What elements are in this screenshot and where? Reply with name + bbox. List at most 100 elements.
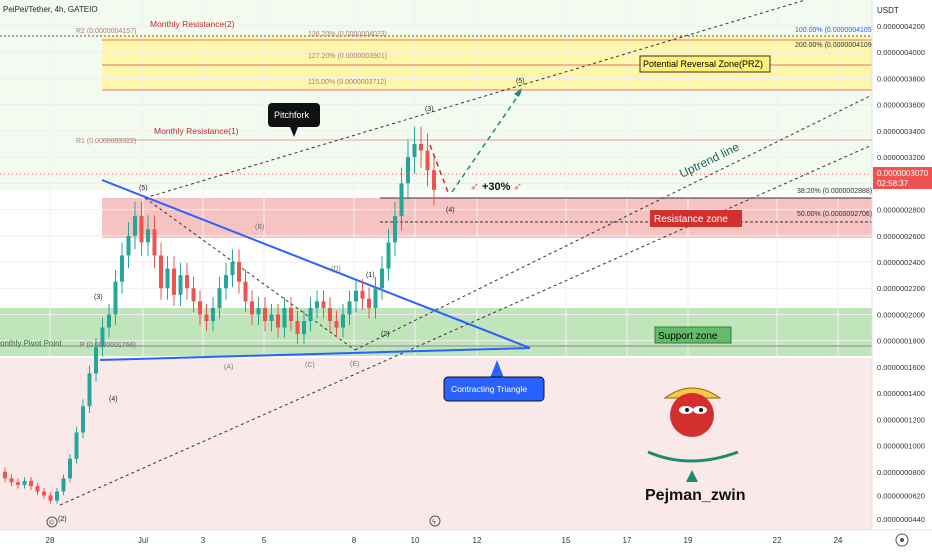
settings-icon[interactable] — [895, 533, 909, 547]
candle — [360, 290, 365, 299]
candle — [204, 314, 209, 322]
wave-label: (2) — [381, 331, 390, 338]
price-tick-label: 0.0000003800 — [877, 74, 925, 83]
support-zone-callout[interactable]: Support zone — [654, 326, 732, 344]
candle — [419, 144, 423, 151]
wave-labels: (2) (3) (4) (5) (A) (B) (C) (D) (E) (1) … — [58, 78, 525, 523]
candle — [152, 229, 157, 256]
candle — [29, 480, 33, 487]
time-tick-label: 19 — [684, 536, 693, 545]
svg-text:©: © — [49, 519, 55, 527]
candle — [230, 262, 235, 276]
wave-label: (5) — [139, 185, 148, 192]
candle — [354, 290, 358, 302]
pitchfork-lines — [59, 0, 873, 506]
fib-382-label: 38.20% (0.0000002888) — [797, 188, 872, 195]
resistance-zone-text: Resistance zone — [654, 214, 728, 225]
prz-callout[interactable]: Potential Reversal Zone(PRZ) — [639, 55, 771, 73]
candle — [3, 471, 7, 479]
pitchfork-text: Pitchfork — [274, 110, 310, 120]
candle — [22, 480, 27, 485]
price-tick-label: 0.0000001600 — [877, 363, 925, 372]
tradingview-icon[interactable]: © — [46, 516, 58, 528]
candles — [0, 126, 872, 504]
level-labels: R2 (0.0000004157) Monthly Resistance(2) … — [0, 19, 874, 349]
r1-name: Monthly Resistance(1) — [154, 126, 239, 136]
candle — [81, 406, 85, 433]
time-tick-label: 22 — [773, 536, 782, 545]
candle — [263, 307, 267, 322]
candle — [276, 314, 280, 328]
candle — [334, 321, 339, 328]
candle — [165, 268, 170, 289]
candle — [35, 486, 40, 492]
candle — [347, 301, 352, 315]
time-tick-label: 10 — [411, 536, 420, 545]
candle — [308, 307, 313, 322]
fib-115-label: 115.00% (0.0000003712) — [308, 79, 387, 86]
replay-icon[interactable]: ϟ — [429, 515, 441, 527]
price-tick-label: 0.0000001200 — [877, 415, 925, 424]
price-tick-label: 0.0000003600 — [877, 101, 925, 110]
candle — [302, 321, 306, 335]
candle — [126, 235, 131, 256]
time-tick-label: Jul — [138, 536, 148, 545]
candle — [139, 216, 144, 243]
face-shape — [670, 393, 714, 437]
author-logo: Pejman_zwin — [645, 387, 745, 504]
wave-label: (A) — [224, 364, 233, 371]
resistance-zone-callout[interactable]: Resistance zone — [650, 210, 742, 227]
price-tick-label: 0.0000003400 — [877, 127, 925, 136]
candle — [399, 183, 404, 217]
wave-label: (3) — [94, 294, 103, 301]
candle — [211, 307, 215, 322]
candle — [42, 491, 46, 496]
candle — [432, 170, 436, 190]
price-tick-label: 0.0000000440 — [877, 515, 925, 524]
grid — [0, 0, 872, 530]
price-tick-label: 0.0000001400 — [877, 389, 925, 398]
price-tick-label: 0.0000003200 — [877, 153, 925, 162]
candle — [9, 478, 14, 483]
time-tick-label: 5 — [262, 536, 267, 545]
symbol-title[interactable]: PeiPei/Tether, 4h, GATEIO — [3, 5, 98, 14]
time-tick-label: 24 — [834, 536, 843, 545]
lower-background — [0, 358, 872, 530]
wave-label: (2) — [58, 516, 67, 523]
wave-label: (C) — [305, 362, 315, 369]
candle — [120, 255, 124, 282]
time-axis[interactable] — [0, 530, 932, 550]
projection-arrows — [429, 88, 523, 193]
candle — [159, 255, 163, 289]
candle — [178, 275, 183, 295]
wave-label: (5) — [516, 78, 525, 85]
candle — [87, 373, 92, 407]
wave-label: (E) — [350, 361, 359, 368]
triangle-callout[interactable]: Contracting Triangle — [443, 360, 545, 402]
candle — [295, 321, 300, 335]
candle — [146, 229, 150, 243]
candle — [269, 314, 274, 322]
price-tick-label: 0.0000004200 — [877, 22, 925, 31]
candle — [386, 242, 391, 269]
candle — [94, 347, 98, 374]
price-tick-label: 0.0000000620 — [877, 491, 925, 500]
rocket-right-icon: ➶ — [513, 181, 522, 193]
rocket-left-icon: ➶ — [470, 181, 479, 193]
candle — [373, 288, 378, 308]
candle — [328, 307, 332, 322]
price-tick-label: 0.0000002000 — [877, 310, 925, 319]
candle — [321, 301, 326, 308]
pitchfork-callout[interactable]: Pitchfork — [268, 103, 320, 137]
svg-text:ϟ: ϟ — [432, 519, 436, 526]
time-tick-labels: 28 Jul 3 5 8 10 12 15 17 19 22 24 — [46, 536, 843, 545]
candle — [289, 307, 293, 322]
time-tick-label: 17 — [623, 536, 632, 545]
fib-50-label: 50.00% (0.0000002706) — [797, 211, 872, 218]
r2-name: Monthly Resistance(2) — [150, 19, 235, 29]
current-price-tag: 0.0000003070 02:58:37 — [873, 167, 932, 189]
candle — [315, 301, 319, 308]
price-axis[interactable] — [872, 0, 932, 530]
